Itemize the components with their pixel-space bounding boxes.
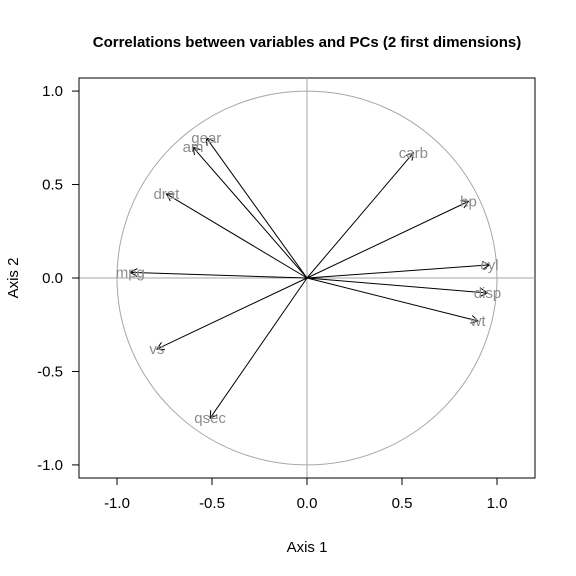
x-tick-label: -1.0: [104, 495, 130, 512]
arrow-drat: [166, 193, 308, 279]
x-tick-label: -0.5: [199, 495, 225, 512]
y-tick-label: -0.5: [37, 363, 63, 380]
chart-title: Correlations between variables and PCs (…: [93, 34, 521, 51]
label-drat: drat: [153, 186, 180, 203]
label-wt: wt: [470, 313, 487, 330]
arrowhead-gear: [205, 137, 214, 146]
arrowhead-am: [192, 146, 201, 156]
label-am: am: [183, 139, 204, 156]
y-tick-label: -1.0: [37, 457, 63, 474]
arrowhead-disp: [480, 287, 489, 297]
variable-arrows: [129, 137, 491, 420]
y-axis: -1.0 -0.5 0.0 0.5 1.0: [37, 83, 80, 474]
arrow-carb: [306, 152, 414, 279]
arrow-cyl: [306, 264, 490, 279]
label-disp: disp: [474, 285, 502, 302]
label-carb: carb: [399, 145, 428, 162]
y-tick-label: 0.0: [42, 270, 63, 287]
x-tick-label: 0.5: [392, 495, 413, 512]
arrow-am: [192, 146, 308, 279]
arrowhead-wt: [470, 315, 479, 324]
x-axis-title: Axis 1: [287, 539, 328, 556]
label-mpg: mpg: [116, 264, 145, 281]
arrowhead-vs: [155, 342, 165, 351]
arrow-mpg: [130, 271, 308, 279]
arrow-disp: [306, 277, 488, 294]
y-tick-label: 1.0: [42, 83, 63, 100]
arrow-hp: [306, 200, 469, 279]
x-tick-label: 0.0: [297, 495, 318, 512]
arrow-wt: [306, 277, 479, 322]
arrowhead-qsec: [209, 410, 218, 420]
label-hp: hp: [460, 193, 477, 210]
label-cyl: cyl: [480, 257, 498, 274]
arrow-qsec: [209, 277, 308, 419]
label-qsec: qsec: [194, 410, 226, 427]
x-tick-label: 1.0: [487, 495, 508, 512]
x-axis: -1.0 -0.5 0.0 0.5 1.0: [104, 477, 508, 512]
arrowhead-mpg: [129, 268, 138, 278]
arrowhead-hp: [460, 200, 470, 209]
arrow-vs: [156, 277, 308, 350]
arrowhead-cyl: [481, 260, 491, 270]
y-tick-label: 0.5: [42, 177, 63, 194]
label-gear: gear: [191, 130, 221, 147]
arrowhead-drat: [165, 193, 175, 202]
arrowhead-carb: [405, 152, 415, 161]
arrow-gear: [205, 137, 308, 279]
label-vs: vs: [149, 341, 164, 358]
y-axis-title: Axis 2: [5, 258, 22, 299]
